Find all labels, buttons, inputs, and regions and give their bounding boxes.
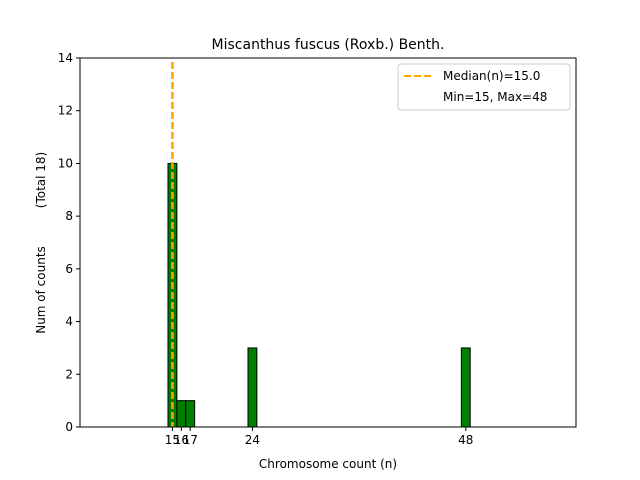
y-axis-label: Num of counts [34, 246, 48, 334]
x-tick-label: 24 [245, 433, 260, 447]
legend-entry-median: Median(n)=15.0 [443, 69, 540, 83]
y-axis-total-label: (Total 18) [34, 152, 48, 208]
y-axis: 0 2 4 6 8 10 12 14 [58, 51, 80, 434]
x-tick-label: 48 [458, 433, 473, 447]
x-tick-label: 17 [183, 433, 198, 447]
bars-layer [167, 162, 514, 428]
bar-17 [185, 400, 196, 428]
y-tick-label: 14 [58, 51, 73, 65]
bar-16 [176, 400, 187, 428]
legend-entry-minmax: Min=15, Max=48 [443, 90, 547, 104]
y-tick-label: 2 [65, 367, 73, 381]
x-axis-label: Chromosome count (n) [259, 457, 397, 471]
y-tick-label: 0 [65, 420, 73, 434]
y-tick-label: 6 [65, 262, 73, 276]
legend-box [397, 63, 571, 111]
bar-24 [247, 347, 258, 428]
y-tick-label: 4 [65, 315, 73, 329]
y-tick-label: 12 [58, 104, 73, 118]
x-tick-label: 15 [165, 433, 180, 447]
chart-title: Miscanthus fuscus (Roxb.) Benth. [212, 37, 445, 53]
bar-48 [460, 347, 471, 428]
plot-frame [79, 57, 577, 428]
y-tick-label: 8 [65, 209, 73, 223]
legend: Median(n)=15.0 Min=15, Max=48 [397, 63, 571, 111]
x-tick-label: 16 [174, 433, 189, 447]
y-tick-label: 10 [58, 156, 73, 170]
